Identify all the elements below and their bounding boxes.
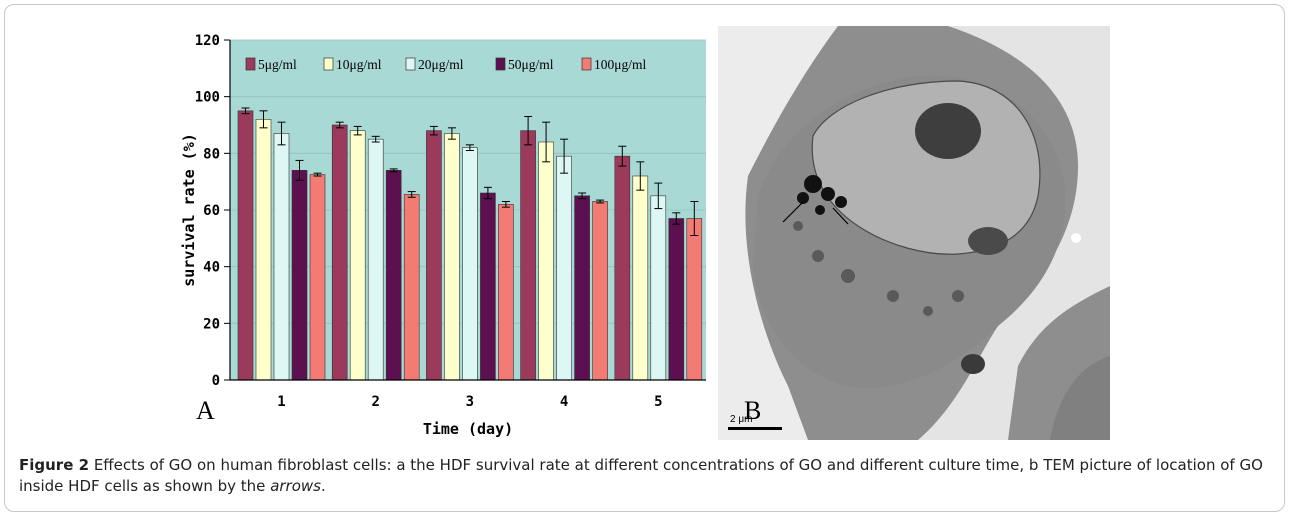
survival-rate-bar-chart: 0 20 40 60 80 100 120 1 2 3 4 5 5μg/ml 10μg/ml 20μg/… <box>180 33 706 438</box>
x-ticks: 1 2 3 4 5 <box>277 394 662 410</box>
bar <box>403 194 420 381</box>
bar <box>686 218 703 381</box>
legend-label: 100μg/ml <box>594 57 646 72</box>
y-tick-label: 60 <box>203 203 220 219</box>
bar <box>309 174 326 381</box>
bar <box>273 133 290 381</box>
bar <box>237 110 254 381</box>
bar <box>255 119 272 381</box>
bar <box>385 170 402 381</box>
y-tick-label: 80 <box>203 146 220 162</box>
bar <box>520 130 536 381</box>
bar <box>538 141 554 381</box>
legend-label: 10μg/ml <box>336 57 382 72</box>
x-tick-label: 5 <box>654 394 662 410</box>
tem-micrograph: 2 μm B <box>718 26 1110 440</box>
x-tick-label: 2 <box>371 394 379 410</box>
bar <box>592 201 608 381</box>
bar <box>556 155 572 381</box>
bar <box>291 170 308 381</box>
error-bars <box>241 107 699 236</box>
bar <box>498 204 514 381</box>
x-tick-label: 1 <box>277 394 285 410</box>
bar <box>614 155 631 381</box>
figure-caption: Figure 2 Effects of GO on human fibrobla… <box>19 455 1274 497</box>
legend-label: 50μg/ml <box>508 57 554 72</box>
bar <box>444 133 460 381</box>
panel-a-letter: A <box>196 396 215 425</box>
caption-italic-word: arrows <box>270 477 321 495</box>
bars <box>237 110 703 381</box>
legend-label: 5μg/ml <box>258 57 297 72</box>
y-ticks: 0 20 40 60 80 100 120 <box>195 33 230 389</box>
bar <box>462 147 478 381</box>
x-axis-label: Time (day) <box>423 420 513 438</box>
legend-swatch <box>581 57 592 71</box>
y-tick-label: 100 <box>195 90 220 106</box>
legend-swatch <box>323 57 334 71</box>
caption-text: Effects of GO on human fibroblast cells:… <box>19 456 1263 495</box>
y-tick-label: 0 <box>212 373 220 389</box>
y-tick-label: 20 <box>203 316 220 332</box>
bar <box>367 138 384 381</box>
bar <box>632 175 649 381</box>
bar <box>349 130 366 381</box>
panel-b-letter: B <box>744 396 762 425</box>
bar <box>574 195 590 381</box>
bar <box>331 124 348 381</box>
bar <box>668 218 685 381</box>
scale-bar <box>728 427 782 430</box>
x-tick-label: 3 <box>466 394 474 410</box>
scale-bar-label: 2 μm <box>730 414 753 425</box>
x-tick-label: 4 <box>560 394 568 410</box>
y-tick-label: 40 <box>203 260 220 276</box>
bar <box>650 195 667 381</box>
legend-swatch <box>495 57 506 71</box>
bar <box>480 192 496 381</box>
bar <box>426 130 442 381</box>
y-tick-label: 120 <box>195 33 220 49</box>
legend-swatch <box>245 57 256 71</box>
y-axis-label: survival rate (%) <box>180 133 198 287</box>
tem-image <box>718 26 1110 440</box>
caption-end: . <box>320 477 326 495</box>
legend: 5μg/ml 10μg/ml 20μg/ml 50μg/ml 100μg/ml <box>245 57 646 72</box>
figure-label: Figure 2 <box>19 456 90 474</box>
legend-label: 20μg/ml <box>418 57 464 72</box>
legend-swatch <box>405 57 416 71</box>
